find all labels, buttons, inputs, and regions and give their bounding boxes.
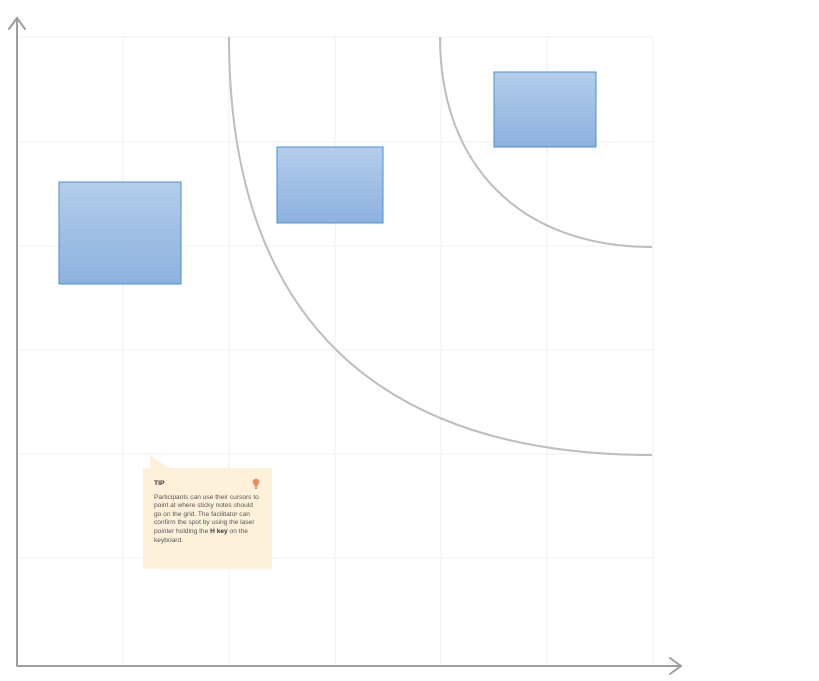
- tip-callout: TIP Participants can use their cursors t…: [143, 468, 272, 569]
- grid: [18, 36, 654, 664]
- tip-body: Participants can use their cursors to po…: [154, 494, 261, 546]
- tip-text-end: on the keyboard.: [154, 527, 248, 544]
- sticky-note-middle[interactable]: [276, 146, 384, 224]
- tip-key: H key: [210, 527, 228, 535]
- tip-text-start: Participants can use their cursors to po…: [154, 493, 259, 535]
- x-axis-arrow-icon: [669, 657, 683, 675]
- tip-callout-tail: [150, 455, 170, 469]
- y-axis-arrow-icon: [8, 16, 26, 30]
- axes: [8, 16, 683, 675]
- tip-title: TIP: [154, 480, 165, 487]
- curve-outer: [439, 36, 653, 248]
- sticky-note-top-right[interactable]: [493, 71, 597, 148]
- lightbulb-icon: [252, 478, 260, 489]
- sticky-note-left[interactable]: [58, 181, 182, 285]
- curve-inner: [228, 36, 653, 456]
